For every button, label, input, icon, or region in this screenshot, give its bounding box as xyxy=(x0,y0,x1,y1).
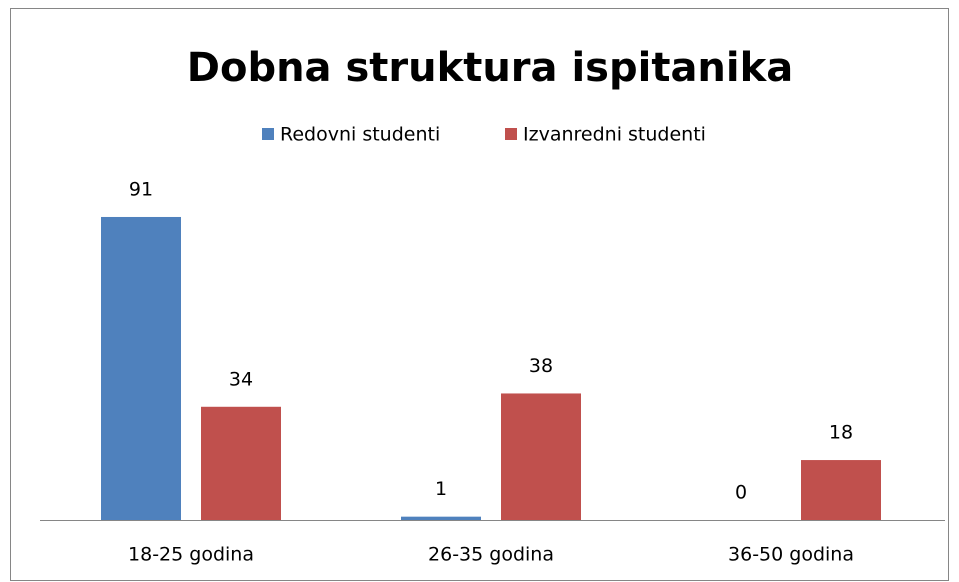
legend-swatch xyxy=(505,128,517,140)
legend-label: Izvanredni studenti xyxy=(523,124,706,146)
bar xyxy=(401,516,481,520)
data-label: 34 xyxy=(229,368,253,390)
data-label: 0 xyxy=(735,482,747,504)
legend-swatch xyxy=(262,128,274,140)
x-tick-label: 18-25 godina xyxy=(128,544,254,566)
data-label: 38 xyxy=(529,355,553,377)
data-label: 18 xyxy=(829,422,853,444)
legend-label: Redovni studenti xyxy=(280,124,440,146)
chart-title: Dobna struktura ispitanika xyxy=(187,45,793,91)
data-label: 1 xyxy=(435,478,447,500)
bar xyxy=(101,216,181,520)
x-tick-label: 36-50 godina xyxy=(728,544,854,566)
bar xyxy=(501,393,581,520)
bar xyxy=(801,460,881,520)
x-tick-label: 26-35 godina xyxy=(428,544,554,566)
bar xyxy=(201,406,281,520)
data-label: 91 xyxy=(129,178,153,200)
